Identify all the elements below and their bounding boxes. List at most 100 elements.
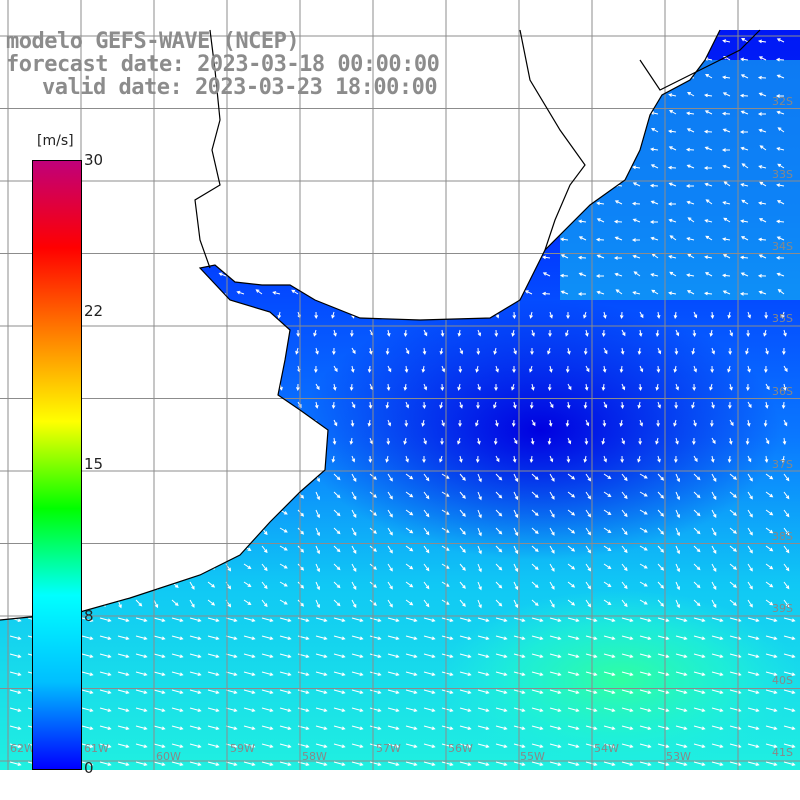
wind-arrow bbox=[765, 437, 770, 445]
wind-arrow bbox=[657, 509, 665, 517]
wind-arrow bbox=[261, 707, 274, 713]
wind-arrow bbox=[207, 671, 220, 677]
wind-arrow bbox=[578, 272, 587, 277]
wind-arrow bbox=[668, 146, 677, 151]
wind-arrow bbox=[693, 545, 701, 553]
wind-arrow bbox=[405, 473, 414, 480]
wind-arrow bbox=[441, 671, 454, 677]
wind-arrow bbox=[655, 383, 660, 391]
wind-arrow bbox=[207, 725, 220, 731]
wind-arrow bbox=[704, 255, 713, 260]
wind-arrow bbox=[315, 635, 328, 641]
wind-arrow bbox=[585, 761, 598, 767]
wind-arrow bbox=[585, 725, 598, 731]
lat-label: 38S bbox=[772, 530, 793, 543]
wind-arrow bbox=[747, 365, 751, 373]
wind-arrow bbox=[423, 509, 430, 518]
wind-arrow bbox=[477, 635, 490, 641]
wind-arrow bbox=[541, 291, 551, 296]
wind-arrow bbox=[595, 274, 604, 278]
wind-arrow bbox=[727, 311, 732, 319]
wind-arrow bbox=[459, 563, 466, 571]
wind-arrow bbox=[99, 707, 112, 713]
wind-arrow bbox=[657, 545, 665, 553]
wind-arrow bbox=[387, 707, 400, 713]
wind-arrow bbox=[783, 491, 790, 500]
wind-arrow bbox=[495, 563, 503, 571]
wind-arrow bbox=[692, 329, 697, 338]
wind-arrow bbox=[243, 563, 252, 570]
wind-arrow bbox=[171, 725, 184, 731]
wind-arrow bbox=[495, 491, 503, 499]
wind-arrow bbox=[351, 599, 357, 608]
wind-arrow bbox=[675, 527, 680, 537]
wind-arrow bbox=[638, 437, 643, 446]
wind-arrow bbox=[279, 671, 292, 677]
wind-arrow bbox=[729, 689, 742, 695]
wind-arrow bbox=[531, 599, 539, 607]
wind-arrow bbox=[243, 617, 256, 623]
wind-arrow bbox=[585, 527, 592, 536]
wind-arrow bbox=[135, 599, 143, 607]
wind-arrow bbox=[279, 761, 292, 767]
wind-arrow bbox=[81, 725, 94, 731]
wind-arrow bbox=[657, 671, 670, 677]
wind-arrow bbox=[315, 707, 328, 713]
wind-arrow bbox=[776, 219, 785, 224]
wind-arrow bbox=[495, 365, 499, 373]
wind-arrow bbox=[740, 255, 749, 260]
wind-arrow bbox=[567, 761, 580, 767]
wind-arrow bbox=[315, 743, 328, 749]
wind-arrow bbox=[693, 365, 697, 373]
wind-arrow bbox=[542, 255, 551, 260]
wind-arrow bbox=[675, 653, 688, 659]
wind-arrow bbox=[189, 725, 202, 731]
wind-arrow bbox=[603, 725, 616, 731]
lat-label: 34S bbox=[772, 240, 793, 253]
wind-arrow bbox=[675, 581, 680, 591]
wind-arrow bbox=[477, 329, 482, 337]
wind-arrow bbox=[403, 437, 407, 445]
wind-arrow bbox=[765, 707, 778, 713]
wind-arrow bbox=[117, 617, 130, 623]
lat-label: 41S bbox=[772, 746, 793, 759]
wind-arrow bbox=[632, 291, 641, 295]
wind-arrow bbox=[567, 743, 580, 749]
wind-arrow bbox=[723, 181, 731, 187]
wind-arrow bbox=[567, 383, 572, 391]
wind-arrow bbox=[295, 347, 299, 355]
wind-arrow bbox=[783, 671, 796, 677]
valid-date: valid date: 2023-03-23 18:00:00 bbox=[42, 75, 438, 100]
wind-arrow bbox=[740, 57, 749, 62]
wind-arrow bbox=[9, 743, 22, 749]
wind-arrow bbox=[783, 653, 796, 659]
wind-arrow bbox=[775, 57, 785, 62]
wind-arrow bbox=[189, 707, 202, 713]
wind-arrow bbox=[279, 653, 292, 659]
wind-arrow bbox=[649, 183, 659, 188]
wind-arrow bbox=[531, 473, 539, 481]
wind-arrow bbox=[602, 419, 607, 428]
wind-arrow bbox=[333, 671, 346, 677]
wind-arrow bbox=[639, 689, 652, 695]
wind-arrow bbox=[494, 384, 498, 392]
wind-arrow bbox=[693, 635, 706, 641]
wind-arrow bbox=[633, 271, 641, 277]
wind-arrow bbox=[673, 365, 678, 373]
wind-arrow bbox=[657, 473, 665, 481]
wind-arrow bbox=[745, 437, 750, 446]
wind-arrow bbox=[675, 743, 688, 749]
wind-arrow bbox=[747, 725, 760, 731]
wind-arrow bbox=[225, 653, 238, 659]
wind-arrow bbox=[729, 545, 737, 552]
wind-arrow bbox=[783, 545, 790, 554]
wind-arrow bbox=[153, 707, 166, 713]
wind-arrow bbox=[621, 581, 628, 590]
wind-arrow bbox=[567, 617, 580, 623]
wind-arrow bbox=[711, 599, 717, 608]
wind-arrow bbox=[477, 491, 482, 501]
wind-arrow bbox=[675, 725, 688, 731]
wind-arrow bbox=[9, 689, 22, 695]
wind-arrow bbox=[333, 581, 341, 589]
wind-arrow bbox=[711, 347, 715, 355]
